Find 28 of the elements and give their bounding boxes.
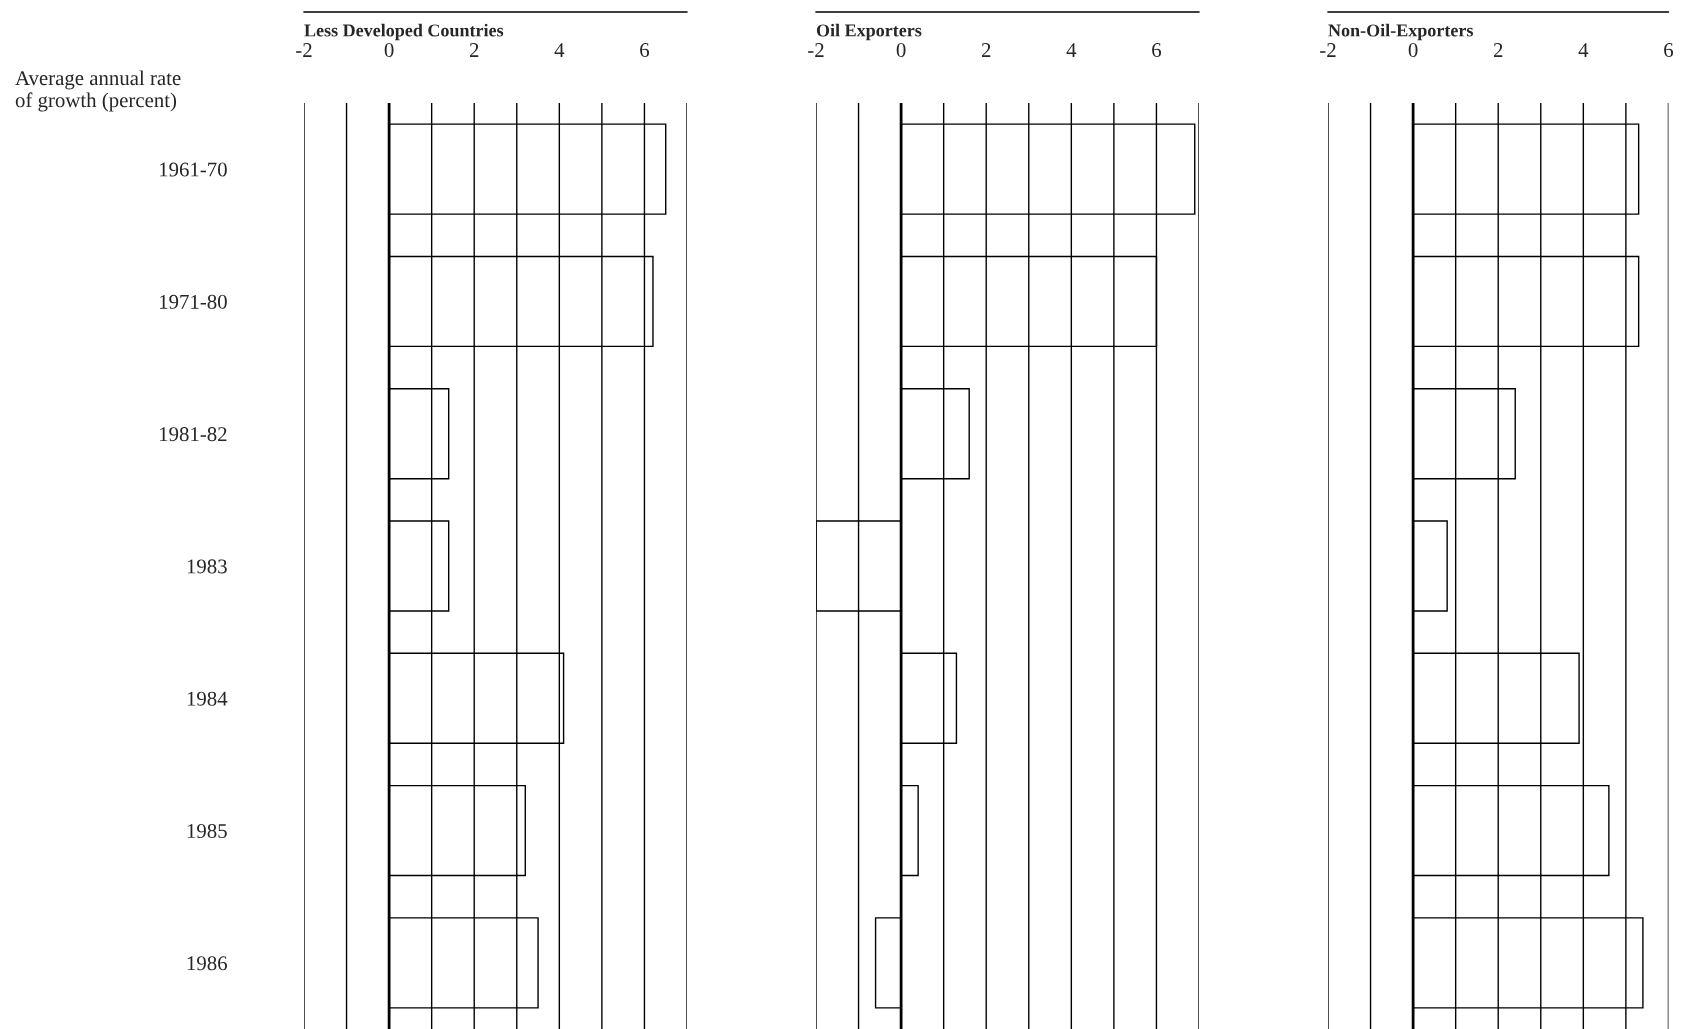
x-tick-label: 4	[554, 43, 565, 57]
y-axis-title: Average annual rate of growth (percent)	[15, 70, 181, 112]
x-tick-label: 4	[1578, 43, 1589, 57]
y-tick-label: 1981-82	[160, 427, 227, 442]
x-tick-label: 0	[896, 43, 906, 58]
bar	[900, 784, 919, 877]
x-tick-label: -2	[1320, 43, 1336, 57]
x-tick-label: -2	[296, 43, 312, 57]
y-tick-label: 1986	[187, 956, 227, 971]
chart-title: Non-Oil-Exporters	[1328, 23, 1473, 41]
x-tick-label: 0	[384, 43, 394, 58]
x-tick-label: -2	[808, 43, 824, 57]
x-tick-label: 0	[1408, 43, 1418, 58]
y-tick-label: 1961-70	[160, 162, 227, 177]
x-tick-label: 6	[1152, 43, 1162, 58]
x-tick-label: 2	[469, 43, 479, 57]
chart-title: Oil Exporters	[816, 23, 922, 41]
y-tick-label: 1985	[187, 823, 227, 838]
y-tick-label: 1984	[187, 691, 228, 706]
x-tick-label: 6	[1664, 43, 1674, 58]
chart-title: Less Developed Countries	[304, 23, 504, 41]
y-tick-label: 1983	[187, 559, 227, 574]
x-tick-label: 4	[1066, 43, 1077, 57]
x-tick-label: 2	[981, 43, 991, 57]
bar	[874, 917, 902, 1009]
x-tick-label: 6	[640, 43, 650, 58]
y-tick-label: 1971-80	[160, 294, 227, 309]
x-tick-label: 2	[1493, 43, 1503, 57]
